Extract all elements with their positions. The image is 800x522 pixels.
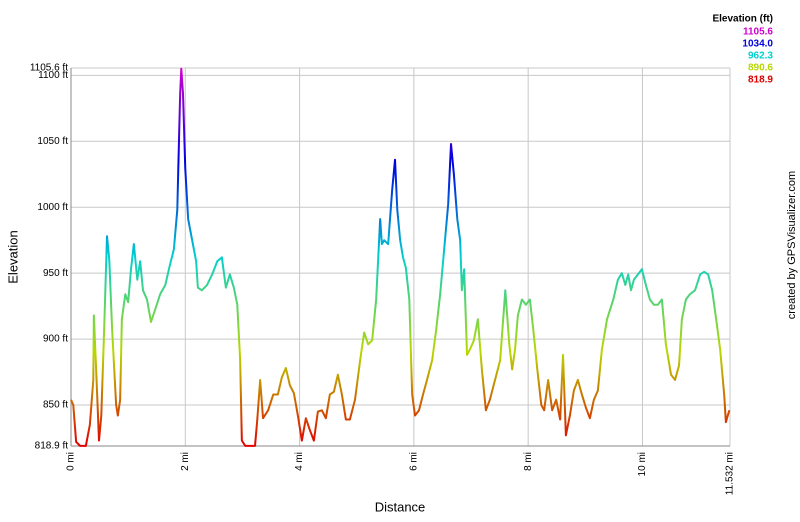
x-tick-label: 10 mi bbox=[637, 452, 648, 476]
legend-title: Elevation (ft) bbox=[712, 14, 773, 25]
y-axis-title: Elevation bbox=[5, 230, 20, 283]
x-tick-label: 11.532 mi bbox=[725, 452, 736, 495]
elevation-line bbox=[70, 67, 731, 447]
legend-item: 1105.6 bbox=[743, 27, 773, 38]
y-tick-label: 818.9 ft bbox=[35, 441, 69, 452]
x-tick-label: 0 mi bbox=[66, 452, 77, 471]
legend-item: 1034.0 bbox=[742, 39, 773, 50]
legend-item: 818.9 bbox=[748, 75, 773, 86]
y-tick-label: 850 ft bbox=[43, 400, 68, 411]
y-tick-label: 1050 ft bbox=[37, 136, 68, 147]
y-tick-label: 1000 ft bbox=[37, 202, 68, 213]
y-tick-label: 1100 ft bbox=[38, 70, 68, 81]
legend-item: 962.3 bbox=[748, 51, 773, 62]
y-tick-label: 1105.6 ft bbox=[30, 63, 68, 74]
x-tick-label: 6 mi bbox=[409, 452, 420, 471]
y-tick-label: 900 ft bbox=[43, 334, 68, 345]
y-tick-label: 950 ft bbox=[43, 268, 68, 279]
x-tick-label: 4 mi bbox=[294, 452, 305, 471]
x-tick-label: 8 mi bbox=[523, 452, 534, 471]
credit: created by GPSVisualizer.com bbox=[786, 171, 798, 319]
x-axis-title: Distance bbox=[375, 499, 426, 514]
legend-item: 890.6 bbox=[748, 63, 773, 74]
x-tick-label: 2 mi bbox=[180, 452, 191, 471]
